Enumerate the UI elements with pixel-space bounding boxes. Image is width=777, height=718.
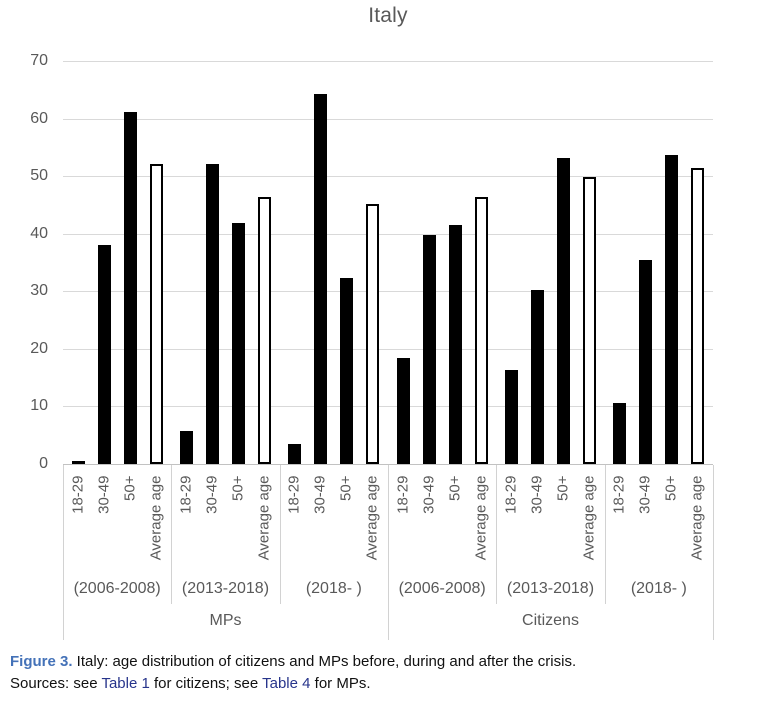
bar-18-29 <box>613 403 627 464</box>
bar-average-age <box>258 197 271 464</box>
category-label: Average age <box>255 475 273 560</box>
table-1-link[interactable]: Table 1 <box>101 675 150 692</box>
x-axis-line <box>63 464 713 465</box>
period-label: (2018- ) <box>305 580 362 597</box>
caption-title-text: Italy: age distribution of citizens and … <box>72 653 577 670</box>
gridline <box>63 61 713 62</box>
axis-group-separator <box>713 465 714 604</box>
bar-50plus <box>123 111 137 464</box>
bar-average-age <box>583 177 596 464</box>
category-label: 50+ <box>121 475 139 501</box>
chart-title: Italy <box>368 4 408 27</box>
category-label: 30-49 <box>311 475 329 514</box>
sources-mid: for citizens; see <box>149 675 263 692</box>
bar-18-29 <box>288 444 302 464</box>
bar-18-29 <box>396 358 410 464</box>
y-axis-tick-label: 20 <box>30 339 48 357</box>
axis-section-separator <box>713 604 714 640</box>
category-label: 18-29 <box>502 475 520 514</box>
category-label: 50+ <box>554 475 572 501</box>
bar-50plus <box>665 154 679 464</box>
bar-average-age <box>691 168 705 464</box>
category-label: Average age <box>147 475 165 560</box>
bar-30-49 <box>422 234 436 464</box>
y-axis-tick-label: 40 <box>30 224 48 242</box>
axis-group-separator <box>171 465 173 604</box>
axis-section-separator <box>63 604 64 640</box>
sources-prefix: Sources: see <box>10 675 102 692</box>
category-label: 50+ <box>662 475 680 501</box>
axis-group-separator <box>604 465 606 604</box>
table-4-link[interactable]: Table 4 <box>262 675 311 692</box>
category-label: 50+ <box>229 475 247 501</box>
y-axis-tick-label: 30 <box>30 282 48 300</box>
y-axis-tick-label: 70 <box>30 52 48 69</box>
figure-caption: Figure 3. Italy: age distribution of cit… <box>10 651 770 695</box>
bar-average-age <box>366 204 380 464</box>
y-axis-tick-label: 10 <box>30 397 48 415</box>
axis-section-separator <box>388 604 389 640</box>
bar-18-29 <box>180 430 193 464</box>
gridline <box>63 348 713 350</box>
category-label: 50+ <box>446 475 464 501</box>
period-label: (2013-2018) <box>506 580 595 597</box>
axis-group-separator <box>63 465 64 604</box>
period-label: (2006-2008) <box>398 580 486 597</box>
category-label: 18-29 <box>69 475 87 514</box>
axis-group-separator <box>388 465 389 604</box>
axis-group-separator <box>496 465 498 604</box>
bar-30-49 <box>531 290 544 464</box>
gridline <box>63 233 713 235</box>
bar-30-49 <box>639 259 653 464</box>
category-label: 18-29 <box>285 475 303 514</box>
category-label: 30-49 <box>95 475 113 514</box>
category-label: 30-49 <box>636 475 654 514</box>
period-label: (2006-2008) <box>73 580 161 597</box>
bar-30-49 <box>206 163 219 464</box>
gridline <box>63 406 713 408</box>
gridline <box>63 291 713 293</box>
y-axis-tick-label: 60 <box>30 109 48 127</box>
category-label: 18-29 <box>177 475 195 514</box>
bar-50plus <box>340 277 354 464</box>
bar-30-49 <box>97 245 111 464</box>
category-label: Average age <box>472 475 490 560</box>
sources-suffix: for MPs. <box>310 675 371 692</box>
category-label: 18-29 <box>610 475 628 514</box>
caption-line-1: Figure 3. Italy: age distribution of cit… <box>10 651 770 673</box>
figure-label: Figure 3. <box>10 653 73 670</box>
bar-30-49 <box>314 94 328 464</box>
y-axis-tick-label: 0 <box>39 455 48 472</box>
caption-line-2: Sources: see Table 1 for citizens; see T… <box>10 673 770 695</box>
section-label: MPs <box>209 612 242 629</box>
category-label: Average age <box>363 475 381 560</box>
category-label: Average age <box>580 475 598 560</box>
period-label: (2018- ) <box>630 580 687 597</box>
bar-18-29 <box>505 369 518 464</box>
bar-average-age <box>474 196 488 464</box>
axis-group-separator <box>279 465 281 604</box>
bar-50plus <box>448 225 462 464</box>
category-label: 30-49 <box>420 475 438 514</box>
section-label: Citizens <box>522 612 579 629</box>
bar-50plus <box>232 223 245 464</box>
gridline <box>63 118 713 120</box>
gridline <box>63 176 713 178</box>
bar-50plus <box>557 157 570 464</box>
category-label: 18-29 <box>394 475 412 514</box>
period-label: (2013-2018) <box>181 580 270 597</box>
category-label: Average age <box>688 475 706 560</box>
category-label: 30-49 <box>528 475 546 514</box>
category-label: 30-49 <box>203 475 221 514</box>
bar-18-29 <box>71 460 85 464</box>
bar-average-age <box>149 163 163 464</box>
y-axis-tick-label: 50 <box>30 167 48 185</box>
category-label: 50+ <box>337 475 355 501</box>
